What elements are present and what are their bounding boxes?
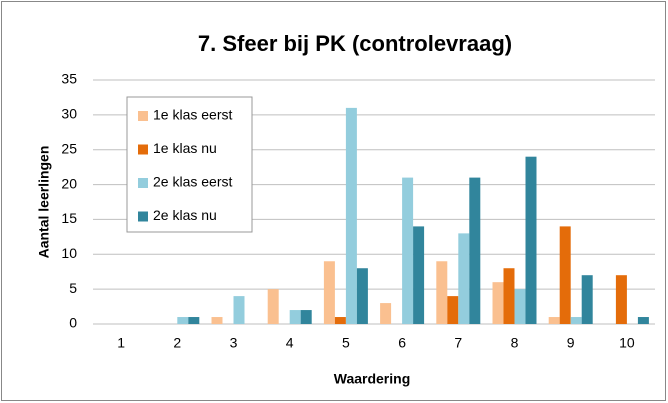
bar: [447, 296, 459, 324]
y-tick-label: 15: [61, 210, 77, 226]
bar: [514, 289, 526, 324]
bar: [637, 317, 649, 324]
y-axis-label: Aantal leerlingen: [36, 146, 52, 259]
bar: [188, 317, 200, 324]
x-axis-label: Waardering: [334, 371, 411, 387]
y-tick-label: 5: [69, 280, 77, 296]
bar: [323, 261, 335, 324]
legend-label: 1e klas eerst: [153, 107, 232, 123]
y-tick-label: 30: [61, 106, 77, 122]
bar: [458, 233, 470, 324]
x-tick-label: 2: [173, 335, 181, 351]
legend-swatch: [138, 144, 148, 155]
legend-swatch: [138, 211, 148, 222]
bar: [345, 107, 357, 324]
x-tick-label: 5: [342, 335, 350, 351]
y-tick-label: 25: [61, 140, 77, 156]
chart-title: 7. Sfeer bij PK (controlevraag): [198, 31, 512, 56]
bar: [402, 177, 414, 324]
bar: [525, 156, 537, 324]
x-tick-label: 9: [567, 335, 575, 351]
bar: [548, 317, 560, 324]
legend-label: 2e klas nu: [153, 207, 217, 223]
bar: [177, 317, 189, 324]
bar: [233, 296, 245, 324]
bar: [469, 177, 481, 324]
y-tick-label: 0: [69, 315, 77, 331]
x-tick-label: 8: [511, 335, 519, 351]
bar: [615, 275, 627, 324]
x-tick-label: 10: [619, 335, 635, 351]
bar: [356, 268, 368, 324]
x-tick-label: 1: [117, 335, 125, 351]
bar: [380, 303, 392, 324]
bar: [289, 310, 301, 324]
bar: [559, 226, 571, 324]
x-tick-label: 7: [454, 335, 462, 351]
bar: [436, 261, 448, 324]
bar: [581, 275, 593, 324]
y-tick-label: 10: [61, 245, 77, 261]
bar: [334, 317, 346, 324]
legend-label: 2e klas eerst: [153, 174, 232, 190]
legend-swatch: [138, 111, 148, 121]
y-tick-label: 20: [61, 175, 77, 191]
x-tick-label: 3: [230, 335, 238, 351]
y-tick-label: 35: [61, 71, 77, 87]
bar: [413, 226, 425, 324]
bar: [300, 310, 312, 324]
bar: [503, 268, 515, 324]
bar: [267, 289, 279, 324]
bar: [570, 317, 582, 324]
x-tick-label: 4: [286, 335, 294, 351]
x-tick-label: 6: [398, 335, 406, 351]
bar: [211, 317, 223, 324]
bar: [492, 282, 504, 324]
legend-label: 1e klas nu: [153, 140, 217, 156]
legend-swatch: [138, 178, 148, 188]
